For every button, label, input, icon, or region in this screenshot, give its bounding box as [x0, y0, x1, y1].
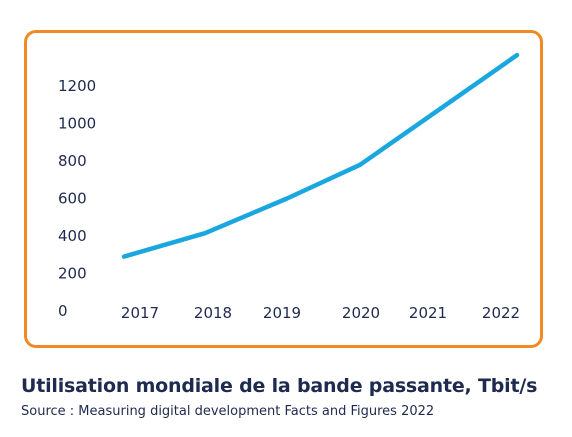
x-tick-label: 2017 — [121, 304, 159, 322]
y-tick-label: 0 — [58, 302, 68, 320]
y-tick-label: 400 — [58, 227, 87, 245]
chart-source: Source : Measuring digital development F… — [21, 404, 435, 419]
chart-caption-title: Utilisation mondiale de la bande passant… — [21, 375, 538, 397]
x-tick-label: 2021 — [409, 304, 447, 322]
series-group — [121, 52, 520, 259]
series-line — [121, 52, 520, 259]
y-axis-ticks: 0 200 400 600 800 1000 1200 — [58, 77, 96, 320]
x-tick-label: 2019 — [263, 304, 301, 322]
y-tick-label: 200 — [58, 265, 87, 283]
y-tick-label: 1200 — [58, 77, 96, 95]
y-tick-label: 600 — [58, 190, 87, 208]
y-tick-label: 800 — [58, 152, 87, 170]
x-tick-label: 2018 — [194, 304, 232, 322]
x-axis-ticks: 2017 2018 2019 2020 2021 2022 — [121, 304, 520, 322]
x-tick-label: 2022 — [482, 304, 520, 322]
chart-frame — [24, 30, 543, 348]
y-tick-label: 1000 — [58, 115, 96, 133]
x-tick-label: 2020 — [342, 304, 380, 322]
